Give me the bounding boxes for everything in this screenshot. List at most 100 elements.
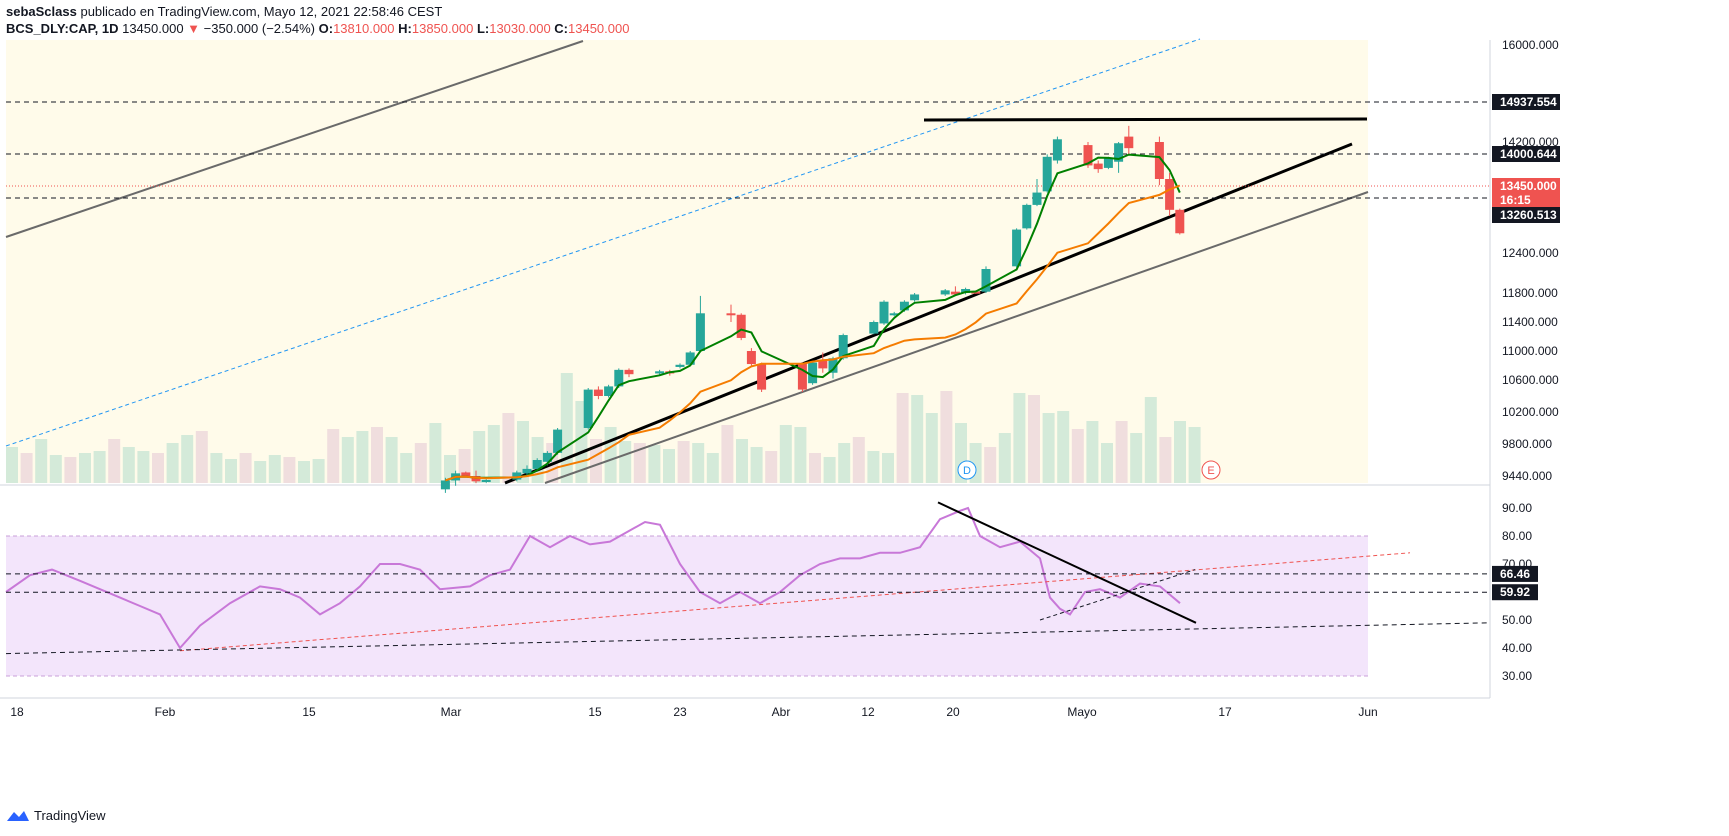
dividend-marker: D	[957, 460, 977, 480]
dividend-letter: D	[963, 465, 971, 477]
candle-body	[981, 269, 991, 292]
price-tag	[1492, 192, 1560, 208]
volume-bar	[341, 437, 354, 483]
volume-layer	[6, 373, 1201, 483]
volume-bar	[721, 425, 734, 483]
high-label: H:	[398, 21, 412, 36]
price-tick-label: 9440.000	[1502, 469, 1552, 483]
volume-bar	[779, 425, 792, 483]
candle-body	[1012, 229, 1022, 267]
volume-bar	[1057, 411, 1070, 483]
volume-bar	[356, 431, 369, 483]
last-price: 13450.000	[122, 21, 184, 36]
candle-body	[808, 362, 818, 384]
volume-bar	[984, 447, 997, 483]
volume-bar	[152, 453, 164, 483]
volume-bar	[429, 423, 442, 483]
brand-name: TradingView	[34, 808, 106, 823]
open-value: 13810.000	[333, 21, 395, 36]
volume-bar	[137, 451, 150, 483]
volume-bar	[692, 443, 705, 483]
candle-body	[593, 389, 603, 396]
rsi-tick-label: 40.00	[1502, 641, 1532, 655]
volume-bar	[181, 435, 194, 483]
candle-body	[910, 294, 920, 301]
volume-bar	[706, 453, 719, 483]
volume-bar	[1086, 421, 1099, 483]
candle-body	[726, 313, 736, 316]
price-tag-label: 13260.513	[1500, 208, 1557, 222]
time-tick-label: Abr	[772, 705, 791, 719]
tradingview-logo-icon	[7, 810, 29, 821]
volume-bar	[517, 421, 529, 483]
candle-body	[1154, 142, 1164, 179]
volume-bar	[663, 449, 675, 483]
price-tag	[1492, 178, 1560, 194]
volume-bar	[823, 457, 836, 483]
price-tick-label: 10200.000	[1502, 405, 1559, 419]
volume-bar	[1115, 421, 1128, 483]
volume-bar	[49, 455, 62, 483]
price-tag	[1492, 94, 1560, 110]
volume-bar	[1188, 427, 1201, 483]
price-tick-label: 12400.000	[1502, 246, 1559, 260]
price-tag	[1492, 207, 1560, 223]
candle-body	[695, 313, 705, 351]
tradingview-brand[interactable]: TradingView	[6, 808, 106, 823]
candle-body	[655, 371, 665, 374]
candle-body	[746, 351, 756, 365]
volume-bar	[210, 453, 223, 483]
symbol: BCS_DLY:CAP, 1D	[6, 21, 119, 36]
volume-bar	[867, 451, 880, 483]
channel-fill	[6, 40, 1368, 483]
volume-bar	[327, 429, 340, 483]
volume-bar	[108, 439, 121, 483]
volume-bar	[312, 459, 325, 483]
volume-bar	[925, 413, 938, 483]
candles-layer	[440, 125, 1185, 493]
volume-bar	[225, 459, 237, 483]
volume-bar	[20, 453, 33, 483]
down-arrow-icon: ▼	[187, 21, 201, 36]
volume-bar	[93, 451, 106, 483]
sma-slow-line	[445, 184, 1181, 482]
time-tick-label: 17	[1218, 705, 1232, 719]
candle-body	[604, 386, 614, 396]
candle-body	[542, 452, 552, 462]
low-label: L:	[476, 21, 490, 36]
volume-bar	[502, 413, 515, 483]
candle-body	[818, 359, 828, 369]
price-tick-label: 14200.000	[1502, 135, 1559, 149]
candle-body	[828, 358, 838, 373]
support-trendline	[504, 142, 1353, 485]
candle-body	[1042, 156, 1052, 192]
volume-bar	[371, 427, 383, 483]
open-label: O:	[318, 21, 334, 36]
volume-bar	[385, 437, 398, 483]
candle-body	[512, 472, 522, 480]
volume-bar	[35, 439, 48, 483]
rsi-support-dashed	[179, 552, 1411, 652]
price-tick-label: 9800.000	[1502, 437, 1552, 451]
low-value: 13030.000	[489, 21, 551, 36]
price-tick-label: 11000.000	[1502, 344, 1558, 358]
candle-body	[1165, 179, 1175, 210]
candle-body	[879, 301, 889, 324]
volume-bar	[1101, 443, 1113, 483]
resistance-line	[923, 117, 1368, 122]
volume-bar	[1174, 421, 1186, 483]
rsi-tag	[1492, 584, 1538, 601]
candle-body	[685, 352, 695, 365]
volume-bar	[414, 443, 427, 483]
candle-body	[522, 468, 532, 474]
volume-bar	[882, 453, 894, 483]
volume-bar	[1028, 395, 1040, 483]
candle-body	[971, 291, 981, 294]
candle-body	[583, 389, 593, 428]
earnings-letter: E	[1207, 465, 1214, 477]
rsi-tag-label: 66.46	[1500, 567, 1530, 581]
volume-bar	[765, 451, 778, 483]
candle-body	[1114, 143, 1124, 162]
candle-body	[1093, 163, 1103, 170]
